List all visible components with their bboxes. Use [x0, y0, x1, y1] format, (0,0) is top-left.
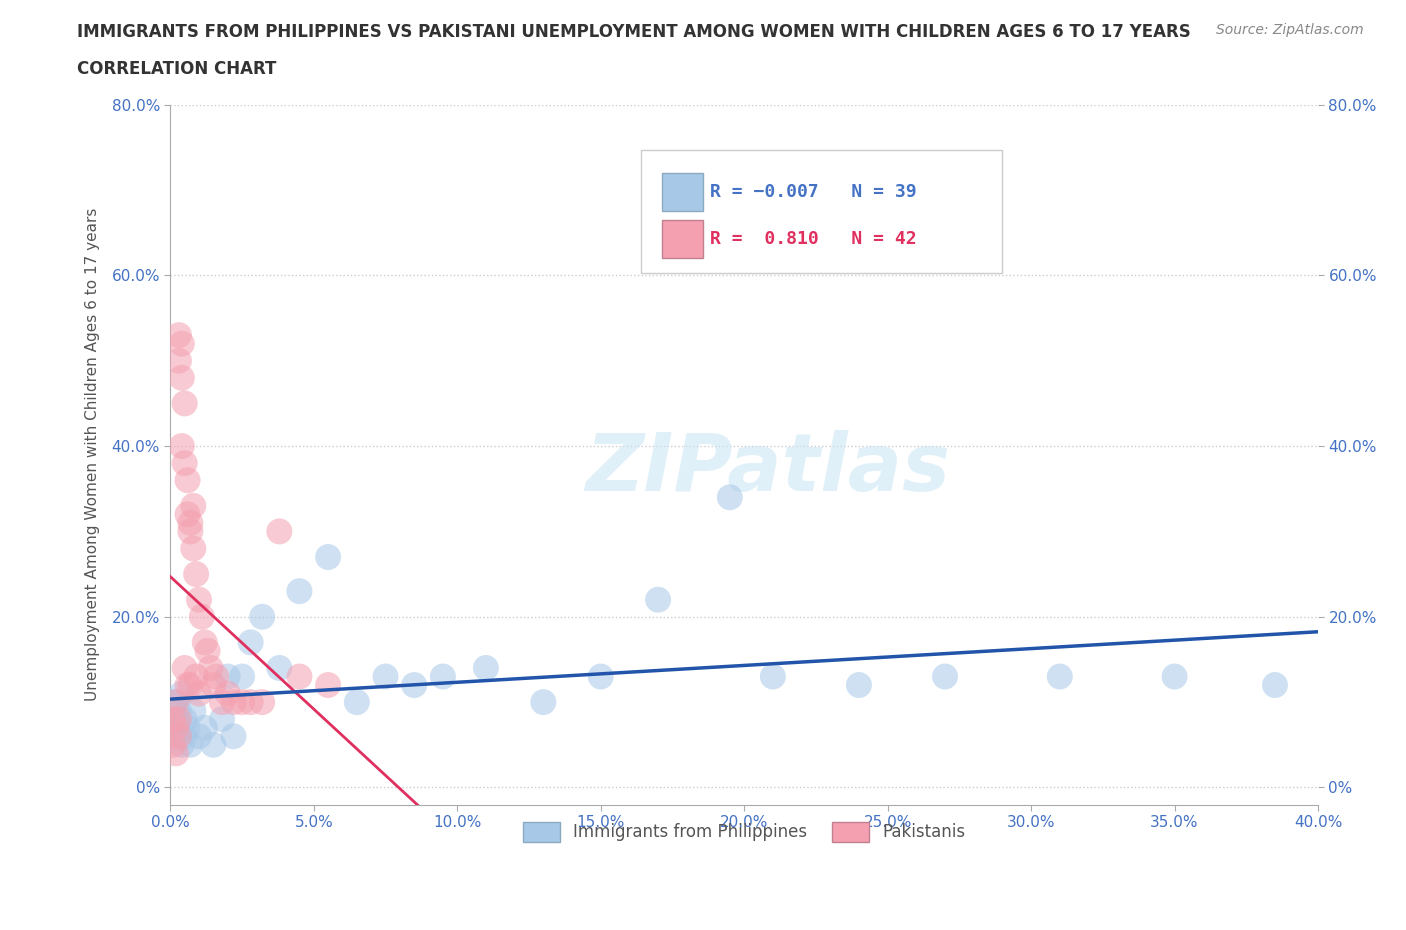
Point [165, 711, 187, 726]
Point [181, 498, 204, 513]
Y-axis label: Unemployment Among Women with Children Ages 6 to 17 years: Unemployment Among Women with Children A… [86, 208, 100, 701]
Point [179, 737, 201, 752]
Point [316, 550, 339, 565]
Point [188, 686, 211, 701]
Point [191, 609, 214, 624]
Point [167, 720, 190, 735]
Point [1049, 669, 1071, 684]
Point [316, 678, 339, 693]
Point [531, 695, 554, 710]
Point [162, 695, 184, 710]
Point [1163, 669, 1185, 684]
Point [848, 678, 870, 693]
Point [222, 695, 245, 710]
Point [186, 669, 208, 684]
Point [231, 695, 253, 710]
FancyBboxPatch shape [641, 150, 1002, 272]
Point [762, 669, 785, 684]
Point [1264, 678, 1286, 693]
Point [194, 635, 217, 650]
Point [934, 669, 956, 684]
Point [176, 678, 198, 693]
Point [647, 592, 669, 607]
Point [176, 720, 198, 735]
Point [211, 695, 233, 710]
Point [188, 729, 211, 744]
Point [167, 703, 190, 718]
Point [167, 729, 190, 744]
Point [170, 370, 193, 385]
Point [250, 695, 273, 710]
Point [179, 524, 201, 538]
Point [173, 711, 195, 726]
Point [176, 507, 198, 522]
Text: Source: ZipAtlas.com: Source: ZipAtlas.com [1216, 23, 1364, 37]
Point [186, 566, 208, 581]
Point [188, 592, 211, 607]
Point [173, 729, 195, 744]
Text: R =  0.810   N = 42: R = 0.810 N = 42 [710, 230, 917, 248]
Point [173, 660, 195, 675]
Point [288, 584, 311, 599]
Legend: Immigrants from Philippines, Pakistanis: Immigrants from Philippines, Pakistanis [516, 815, 972, 849]
Point [374, 669, 396, 684]
Point [718, 490, 741, 505]
Point [181, 541, 204, 556]
Point [165, 720, 187, 735]
Point [179, 515, 201, 530]
Text: ZIPatlas: ZIPatlas [585, 430, 949, 508]
Point [222, 729, 245, 744]
Point [181, 703, 204, 718]
Point [162, 711, 184, 726]
Point [404, 678, 426, 693]
Point [269, 524, 291, 538]
Point [217, 669, 239, 684]
Point [211, 711, 233, 726]
Text: CORRELATION CHART: CORRELATION CHART [77, 60, 277, 78]
Point [170, 686, 193, 701]
Point [176, 472, 198, 487]
Point [197, 644, 219, 658]
Point [200, 660, 222, 675]
Point [239, 695, 262, 710]
Point [269, 660, 291, 675]
Point [165, 729, 187, 744]
Point [167, 353, 190, 368]
Point [250, 609, 273, 624]
Point [202, 678, 225, 693]
Point [167, 327, 190, 342]
Point [170, 439, 193, 454]
Point [202, 737, 225, 752]
Point [165, 746, 187, 761]
Point [167, 711, 190, 726]
Point [346, 695, 368, 710]
Point [475, 660, 498, 675]
Point [205, 669, 228, 684]
Point [170, 737, 193, 752]
Text: IMMIGRANTS FROM PHILIPPINES VS PAKISTANI UNEMPLOYMENT AMONG WOMEN WITH CHILDREN : IMMIGRANTS FROM PHILIPPINES VS PAKISTANI… [77, 23, 1191, 41]
Point [165, 695, 187, 710]
Point [173, 456, 195, 471]
Point [288, 669, 311, 684]
FancyBboxPatch shape [662, 173, 703, 211]
Point [170, 337, 193, 352]
Point [231, 669, 253, 684]
Point [217, 686, 239, 701]
Point [173, 396, 195, 411]
Text: R = −0.007   N = 39: R = −0.007 N = 39 [710, 183, 917, 201]
Point [194, 720, 217, 735]
Point [239, 635, 262, 650]
Point [179, 678, 201, 693]
Point [162, 737, 184, 752]
Point [432, 669, 454, 684]
FancyBboxPatch shape [662, 220, 703, 258]
Point [589, 669, 612, 684]
